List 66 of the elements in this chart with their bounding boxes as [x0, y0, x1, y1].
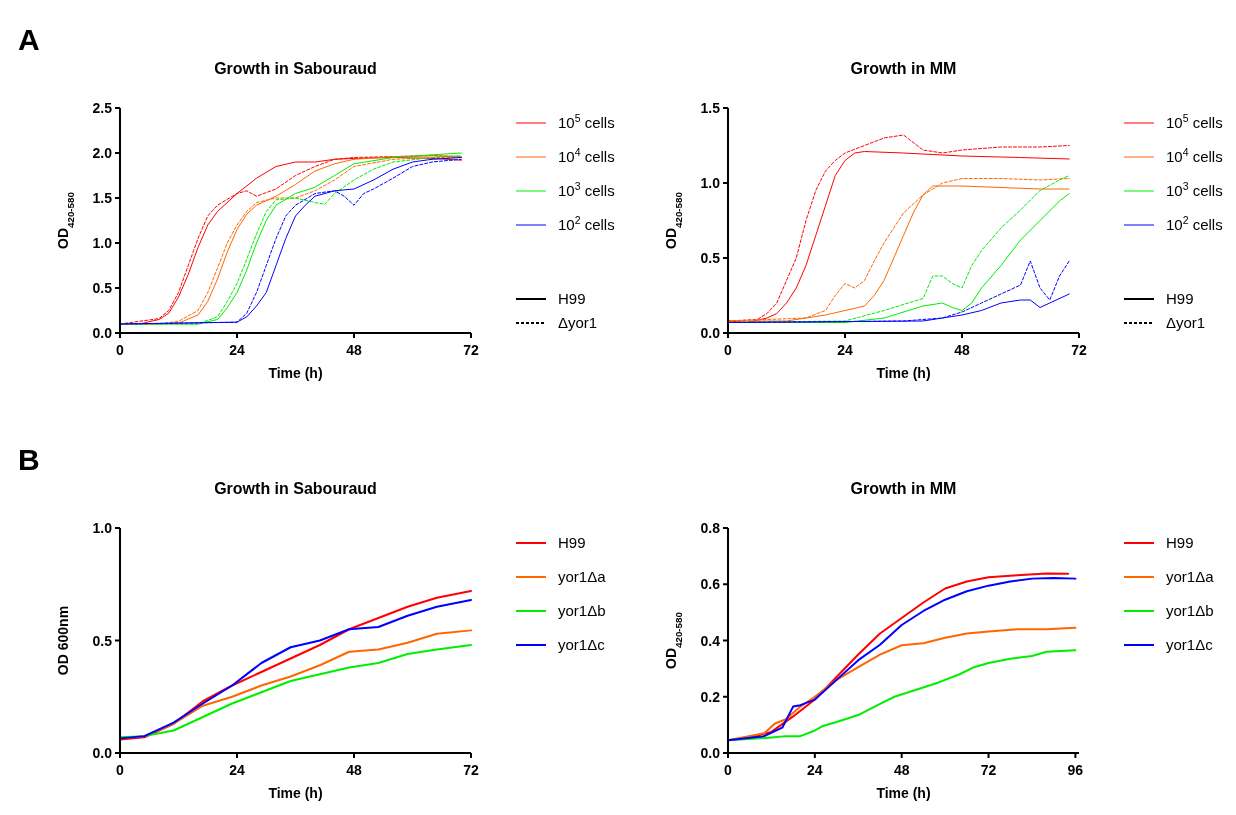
x-tick-label: 24: [229, 762, 245, 778]
legend-label: yor1Δa: [558, 568, 607, 585]
y-tick-label: 0.6: [700, 576, 721, 593]
y-tick-label: 1.5: [700, 100, 721, 116]
y-tick-label: 0.5: [700, 250, 721, 266]
y-tick-label: 1.5: [92, 190, 113, 206]
legend-label: 10$^{3}$ cells: [558, 180, 615, 199]
y-tick-label: 0.4: [700, 632, 721, 649]
x-tick-label: 24: [837, 342, 853, 358]
legend-label: 10$^{2}$ cells: [558, 214, 615, 233]
y-tick-label: 1.0: [92, 520, 113, 536]
y-tick-label: 2.5: [92, 100, 113, 116]
chart-title: Growth in MM: [850, 480, 957, 497]
chart-title: Growth in Sabouraud: [214, 60, 377, 77]
x-tick-label: 0: [724, 762, 733, 778]
x-axis-title: Time (h): [268, 365, 323, 381]
text: B: [18, 443, 40, 476]
x-tick-label: 0: [116, 342, 125, 358]
chart-title: Growth in Sabouraud: [214, 480, 377, 497]
legend-label: yor1Δb: [558, 602, 606, 619]
y-axis-title: OD 600nm: [55, 605, 71, 676]
x-tick-label: 72: [463, 762, 479, 778]
x-tick-label: 96: [1067, 762, 1084, 778]
x-tick-label: 24: [229, 342, 245, 358]
legend-label: yor1Δc: [558, 636, 606, 653]
text: H99: [1166, 290, 1194, 307]
legend-label: yor1Δc: [1166, 636, 1214, 653]
y-tick-label: 2.0: [92, 145, 113, 161]
x-tick-label: 24: [807, 762, 823, 778]
legend-label: 10$^{4}$ cells: [558, 146, 615, 165]
y-tick-label: 0.0: [92, 745, 113, 761]
legend-label: yor1Δb: [1166, 602, 1214, 619]
x-tick-label: 0: [724, 342, 733, 358]
y-tick-label: 1.0: [700, 175, 721, 191]
y-tick-label: 0.0: [92, 325, 113, 341]
text: Δyor1: [1166, 314, 1206, 331]
x-tick-label: 48: [954, 342, 970, 358]
text: H99: [558, 290, 586, 307]
legend-label: 10$^{2}$ cells: [1166, 214, 1223, 233]
legend-label: 10$^{5}$ cells: [1166, 112, 1223, 131]
x-tick-label: 72: [980, 762, 997, 778]
legend-label: H99: [1166, 534, 1194, 551]
x-tick-label: 72: [1071, 342, 1087, 358]
x-tick-label: 72: [463, 342, 479, 358]
text: Δyor1: [558, 314, 598, 331]
x-tick-label: 48: [346, 762, 362, 778]
legend-label: H99: [558, 534, 586, 551]
x-axis-title: Time (h): [876, 785, 931, 801]
x-tick-label: 48: [893, 762, 910, 778]
y-tick-label: 0.0: [700, 745, 721, 761]
legend-label: 10$^{5}$ cells: [558, 112, 615, 131]
legend-label: 10$^{3}$ cells: [1166, 180, 1223, 199]
y-tick-label: 0.5: [92, 632, 113, 649]
x-axis-title: Time (h): [268, 785, 323, 801]
y-tick-label: 0.2: [700, 688, 721, 705]
x-tick-label: 48: [346, 342, 362, 358]
y-tick-label: 0.0: [700, 325, 721, 341]
y-tick-label: 1.0: [92, 235, 113, 251]
y-tick-label: 0.8: [700, 520, 721, 536]
y-tick-label: 0.5: [92, 280, 113, 296]
legend-label: 10$^{4}$ cells: [1166, 146, 1223, 165]
legend-label: yor1Δa: [1166, 568, 1215, 585]
x-axis-title: Time (h): [876, 365, 931, 381]
x-tick-label: 0: [116, 762, 125, 778]
chart-title: Growth in MM: [850, 60, 957, 77]
text: A: [18, 23, 40, 56]
